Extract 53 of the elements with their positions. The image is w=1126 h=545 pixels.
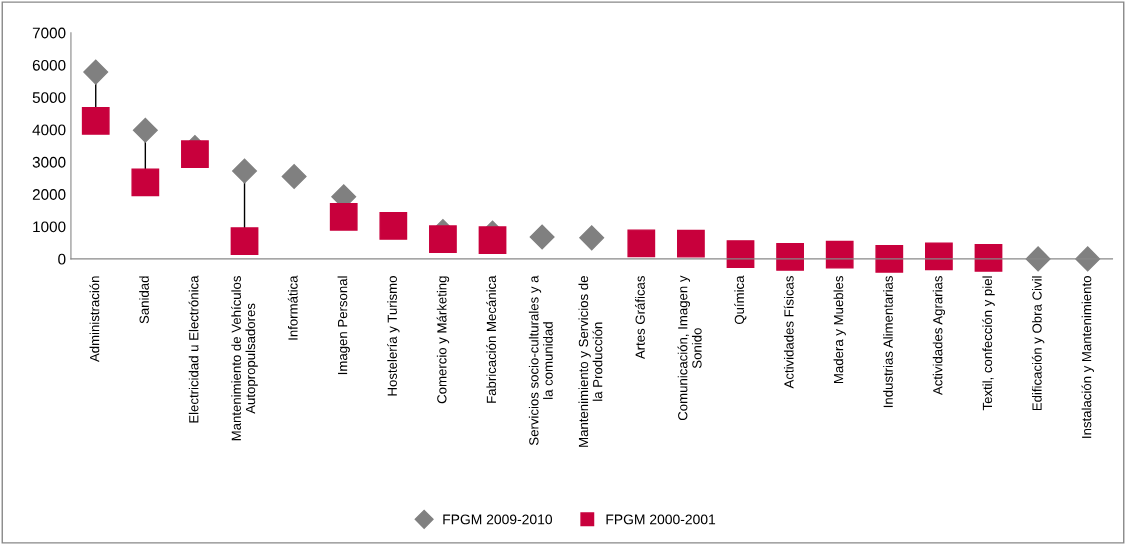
y-tick-label: 0 (58, 253, 66, 265)
x-tick-label: Electricidad u Electrónica (188, 275, 199, 423)
x-tick-label: Madera y Muebles (833, 276, 846, 383)
x-tick-label: Artes Gráficas (635, 276, 645, 360)
x-tick-label: Mantenimiento de Vehículos Autopropulsadores (231, 276, 258, 441)
point (974, 244, 1003, 272)
point (529, 224, 555, 250)
point (83, 59, 109, 85)
point (131, 168, 160, 197)
y-tick-label: 3000 (32, 156, 66, 168)
x-tick-label: Textil, confección y piel (982, 276, 995, 411)
x-tick-label: Comercio y Márketing (436, 276, 450, 404)
point (726, 240, 755, 268)
point (281, 164, 307, 189)
point (429, 225, 457, 254)
x-tick-label: Química (734, 275, 747, 325)
x-tick-label: Informática (287, 275, 298, 340)
y-tick-label: 1000 (33, 221, 66, 233)
point (925, 242, 953, 271)
point (776, 243, 804, 271)
x-tick-label: Instalación y Mantenimiento (1081, 276, 1094, 438)
point (875, 244, 904, 273)
x-tick-label: Mantenimiento y Servicios de la Producción (578, 276, 603, 447)
point (677, 229, 705, 258)
point (230, 227, 259, 255)
y-tick-label: 4000 (32, 124, 66, 136)
legend-label: FPGM 2000-2001 (606, 514, 716, 525)
point (478, 226, 507, 255)
point (627, 229, 656, 258)
point (132, 117, 158, 143)
x-tick-label: Fabricación Mecánica (486, 275, 497, 403)
legend-label: FPGM 2009-2010 (443, 514, 553, 525)
x-tick-label: Sanidad (139, 276, 149, 324)
x-tick-label: Servicios socio-culturales y a la comunidad (528, 275, 553, 446)
y-tick-label: 2000 (32, 189, 66, 200)
point (579, 225, 605, 251)
x-tick-label: Actividades Físicas (783, 276, 794, 389)
point (181, 140, 209, 169)
y-tick-label: 7000 (32, 27, 66, 39)
point (232, 158, 258, 184)
x-tick-label: Hostelería y Turismo (387, 276, 400, 396)
x-tick-label: Administración (89, 276, 100, 363)
point (329, 202, 358, 231)
x-tick-label: Actividades Agrarias (932, 276, 946, 396)
point (81, 107, 110, 135)
x-tick-label: Industrias Alimentarias (883, 276, 893, 408)
x-tick-label: Comunicación, Imagen y Sonido (677, 275, 702, 421)
x-tick-label: Edificación y Obra Civil (1031, 276, 1045, 411)
y-tick-label: 5000 (32, 92, 66, 104)
x-tick-label: Imagen Personal (337, 276, 350, 375)
point (379, 212, 408, 240)
y-tick-label: 6000 (32, 59, 66, 71)
point (825, 240, 854, 269)
